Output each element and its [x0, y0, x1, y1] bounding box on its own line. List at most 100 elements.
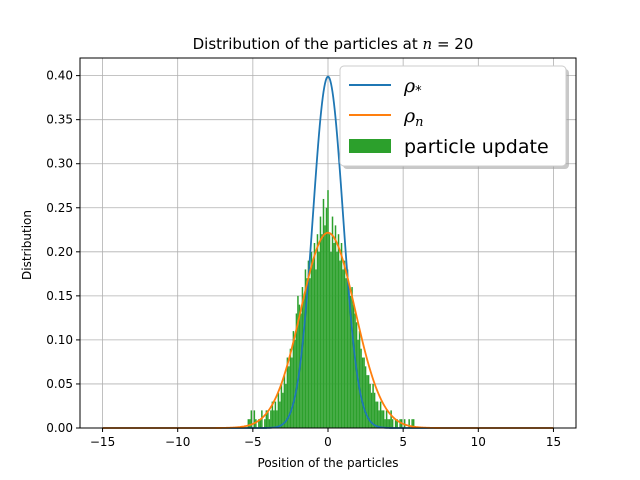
hist-bar-27 — [288, 366, 290, 428]
hist-bar-13 — [267, 410, 269, 428]
y-tick-label-1: 0.05 — [46, 377, 73, 391]
chart-title-math-rest: = 20 — [432, 35, 473, 53]
hist-bar-43 — [312, 260, 314, 428]
hist-bar-20 — [277, 392, 280, 428]
y-tick-label-7: 0.35 — [46, 113, 73, 127]
hist-bar-47 — [318, 251, 320, 428]
hist-bar-19 — [276, 410, 278, 428]
hist-bar-52 — [325, 207, 328, 428]
hist-bar-59 — [336, 251, 338, 428]
x-tick-label-3: 0 — [324, 435, 332, 449]
tick-marks: −15 −10 −5 0 5 10 15 0.00 0.05 0.10 0.15 0.20 0.25 0.… — [46, 69, 561, 449]
legend-swatch-particle-update — [349, 139, 391, 153]
hist-bar-68 — [349, 295, 352, 428]
hist-bar-42 — [310, 251, 313, 428]
legend-box — [339, 65, 567, 167]
hist-bar-53 — [327, 190, 329, 428]
hist-bar-48 — [319, 216, 322, 428]
legend-label-rho-n-symbol: ρ — [403, 105, 416, 127]
hist-bar-41 — [309, 278, 311, 428]
hist-bar-44 — [313, 243, 316, 428]
hist-bar-38 — [304, 269, 307, 428]
hist-bar-95 — [390, 410, 392, 428]
hist-bar-75 — [360, 348, 362, 428]
hist-bar-96 — [391, 419, 394, 428]
hist-bar-65 — [345, 278, 347, 428]
hist-bar-12 — [265, 410, 268, 428]
hist-bar-110 — [412, 419, 415, 428]
legend-label-rho-n-sub: n — [415, 115, 423, 130]
y-tick-label-4: 0.20 — [46, 245, 73, 259]
x-tick-label-2: −5 — [244, 435, 262, 449]
hist-bar-40 — [307, 260, 310, 428]
hist-bar-31 — [294, 339, 296, 428]
hist-bar-17 — [273, 410, 275, 428]
hist-bar-14 — [268, 419, 271, 428]
histogram-bars — [247, 190, 415, 428]
hist-bar-54 — [328, 234, 331, 428]
chart-title-text: Distribution of the particles at — [193, 35, 423, 53]
x-tick-label-1: −10 — [165, 435, 190, 449]
hist-bar-4 — [253, 410, 256, 428]
legend-label-rho-n: ρn — [403, 105, 424, 130]
hist-bar-93 — [387, 419, 389, 428]
hist-bar-79 — [366, 375, 368, 428]
hist-bar-69 — [351, 287, 353, 428]
y-axis-label: Distribution — [20, 210, 34, 280]
hist-bar-98 — [394, 419, 397, 428]
x-tick-label-4: 5 — [399, 435, 407, 449]
y-tick-label-3: 0.15 — [46, 289, 73, 303]
hist-bar-67 — [348, 287, 350, 428]
hist-bar-81 — [369, 383, 371, 428]
hist-bar-15 — [270, 410, 272, 428]
hist-bar-99 — [396, 419, 398, 428]
x-axis-label: Position of the particles — [258, 456, 399, 470]
hist-bar-76 — [361, 357, 364, 428]
hist-bar-91 — [384, 419, 386, 428]
chart-title-math-var: n — [423, 35, 433, 53]
hist-bar-71 — [354, 313, 356, 428]
hist-bar-26 — [286, 357, 289, 428]
hist-bar-109 — [411, 419, 413, 428]
hist-bar-92 — [385, 410, 388, 428]
hist-bar-5 — [255, 419, 257, 428]
hist-bar-56 — [331, 216, 334, 428]
hist-bar-101 — [399, 419, 401, 428]
y-tick-label-0: 0.00 — [46, 421, 73, 435]
hist-bar-8 — [259, 419, 262, 428]
hist-bar-49 — [321, 234, 323, 428]
hist-bar-77 — [363, 357, 365, 428]
hist-bar-62 — [340, 243, 343, 428]
hist-bar-107 — [408, 419, 410, 428]
hist-bar-83 — [372, 383, 374, 428]
y-tick-label-6: 0.30 — [46, 157, 73, 171]
hist-bar-86 — [376, 401, 379, 428]
hist-bar-2 — [250, 410, 253, 428]
hist-bar-30 — [292, 331, 295, 428]
hist-bar-66 — [346, 269, 349, 428]
y-tick-label-8: 0.40 — [46, 69, 73, 83]
hist-bar-87 — [378, 410, 380, 428]
hist-bar-50 — [322, 198, 325, 428]
y-tick-label-2: 0.10 — [46, 333, 73, 347]
legend-label-rho-star-symbol: ρ — [403, 75, 416, 97]
hist-bar-25 — [285, 383, 287, 428]
y-tick-label-5: 0.25 — [46, 201, 73, 215]
hist-bar-89 — [381, 410, 383, 428]
hist-bar-1 — [249, 419, 251, 428]
hist-bar-7 — [258, 419, 260, 428]
hist-bar-64 — [343, 260, 346, 428]
hist-bar-84 — [373, 392, 376, 428]
hist-bar-32 — [295, 313, 298, 428]
hist-bar-16 — [271, 401, 274, 428]
hist-bar-45 — [315, 269, 317, 428]
hist-bar-18 — [274, 401, 277, 428]
legend-label-particle-update: particle update — [404, 136, 549, 158]
hist-bar-22 — [280, 383, 283, 428]
x-tick-label-0: −15 — [90, 435, 115, 449]
hist-bar-63 — [342, 269, 344, 428]
hist-bar-28 — [289, 348, 292, 428]
hist-bar-94 — [388, 419, 391, 428]
